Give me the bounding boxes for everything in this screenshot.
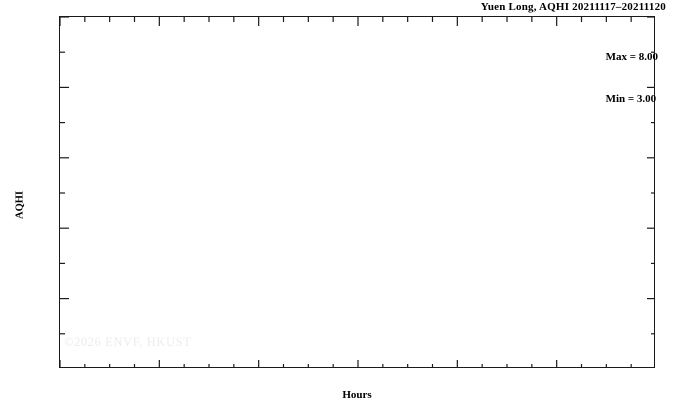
axis-ticks [60, 17, 654, 367]
y-axis-label: AQHI [14, 190, 26, 219]
chart-title: Yuen Long, AQHI 20211117–20211120 [480, 1, 666, 13]
plot-clip [60, 17, 654, 367]
stats-box: Max = 8.00 Min = 3.00 [606, 22, 658, 134]
x-axis-label: Hours [342, 389, 372, 401]
stats-min: Min = 3.00 [605, 93, 657, 105]
plot-canvas [60, 17, 654, 367]
plot-area: ©2026 ENVF, HKUST [59, 16, 655, 368]
stats-max: Max = 8.00 [605, 51, 658, 63]
